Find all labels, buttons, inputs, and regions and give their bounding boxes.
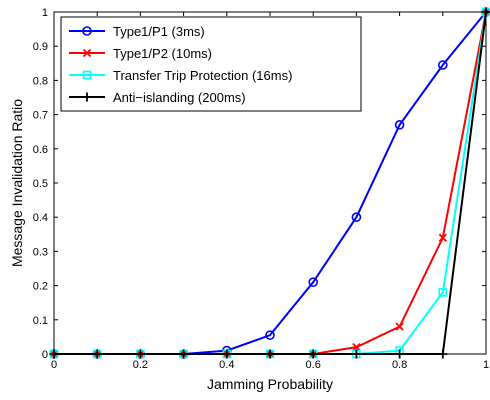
axes: 0 0.2 0.4 0.6 0.8 1 0 0.1 0.2 0.3 0.4 0.5 0.6 0.7 0.8 0… [33,7,489,371]
y-tick-label: 0.3 [33,246,48,258]
legend-label: Type1/P2 (10ms) [113,46,212,61]
data-point [351,212,362,222]
legend: Type1/P1 (3ms) Type1/P2 (10ms) Transfer Tr… [60,16,362,112]
y-tick-label: 1 [42,7,48,19]
y-tick-label: 0.7 [33,110,48,122]
legend-swatch-marker [82,48,92,58]
y-tick-label: 0.6 [33,144,48,156]
x-tick-label: 1 [483,359,489,371]
legend-swatch-marker [82,70,92,80]
x-tick-label: 0.4 [219,359,234,371]
legend-item: Anti−islanding (200ms) [69,90,246,105]
legend-item: Type1/P1 (3ms) [69,24,205,39]
x-axis-label: Jamming Probability [207,376,333,392]
legend-label: Anti−islanding (200ms) [113,90,246,105]
y-tick-label: 0.8 [33,75,48,87]
data-point [395,322,404,331]
data-point [265,330,275,340]
legend-label: Type1/P1 (3ms) [113,24,205,39]
legend-item: Transfer Trip Protection (16ms) [69,68,292,83]
y-tick-label: 0.1 [33,315,48,327]
y-axis-label: Message Invalidation Ratio [9,99,25,267]
y-tick-label: 0.9 [33,41,48,53]
data-point [438,288,448,297]
legend-box [60,16,362,112]
y-tick-label: 0.5 [33,178,48,190]
x-tick-label: 0.2 [133,359,148,371]
legend-item: Type1/P2 (10ms) [69,46,212,61]
legend-swatch-marker [82,92,92,102]
y-tick-label: 0 [42,349,48,361]
x-tick-label: 0 [51,359,57,371]
data-point [437,60,448,70]
legend-label: Transfer Trip Protection (16ms) [113,68,292,83]
x-tick-label: 0.8 [392,359,407,371]
y-tick-label: 0.4 [33,212,48,224]
legend-swatch-marker [82,26,92,36]
data-point [438,233,447,242]
data-point [394,120,405,130]
y-tick-label: 0.2 [33,281,48,293]
data-point [308,277,319,287]
data-point [352,343,361,352]
x-tick-label: 0.6 [306,359,321,371]
